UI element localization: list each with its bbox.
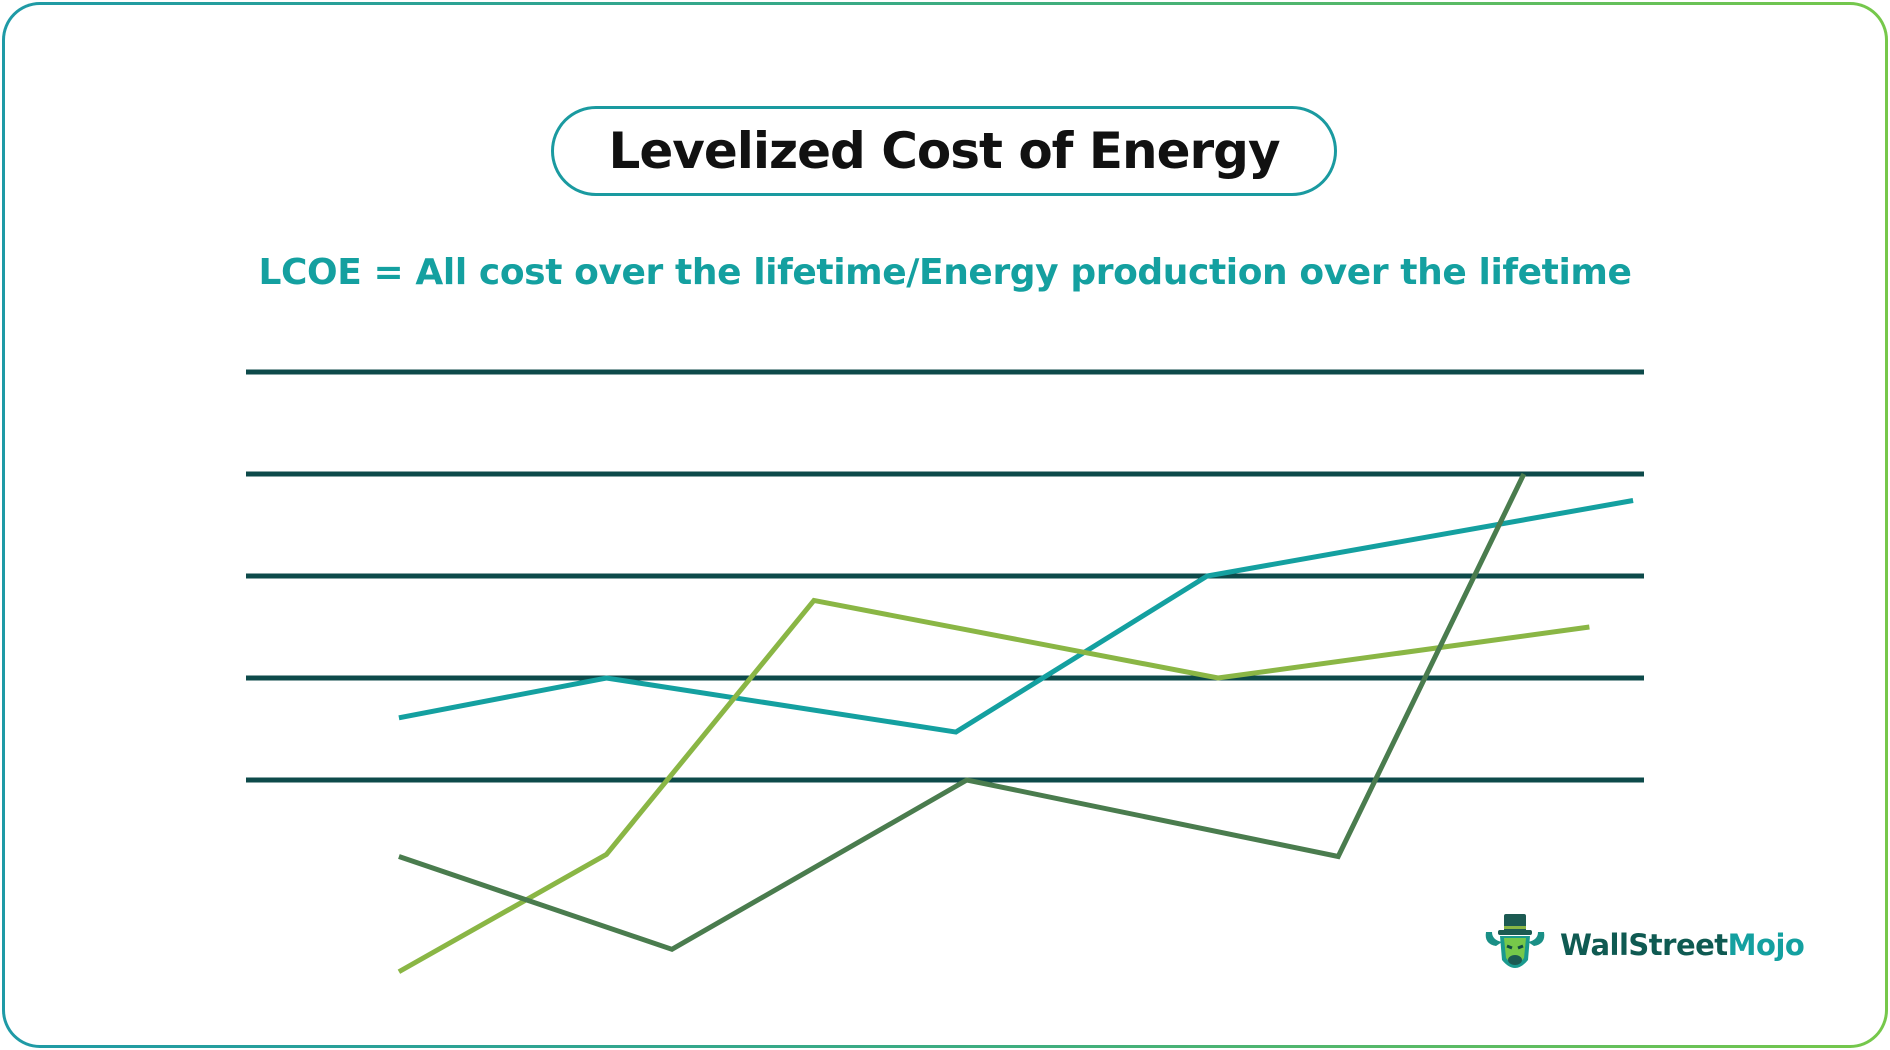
brand-name: WallStreetMojo <box>1560 928 1805 962</box>
bull-logo-icon <box>1485 914 1545 968</box>
chart-title: Levelized Cost of Energy <box>608 122 1280 180</box>
brand-name-part2: Mojo <box>1727 928 1805 962</box>
series-lines <box>397 472 1634 974</box>
lcoe-formula: LCOE = All cost over the lifetime/Energy… <box>258 252 1632 293</box>
brand-logo: WallStreetMojo <box>1480 910 1805 980</box>
series-line-2 <box>397 597 1590 974</box>
gridlines <box>246 369 1644 783</box>
series-line-3 <box>398 472 1527 953</box>
brand-name-part1: WallStreet <box>1560 928 1728 962</box>
series-line-1 <box>398 498 1634 735</box>
title-pill: Levelized Cost of Energy <box>551 106 1337 196</box>
